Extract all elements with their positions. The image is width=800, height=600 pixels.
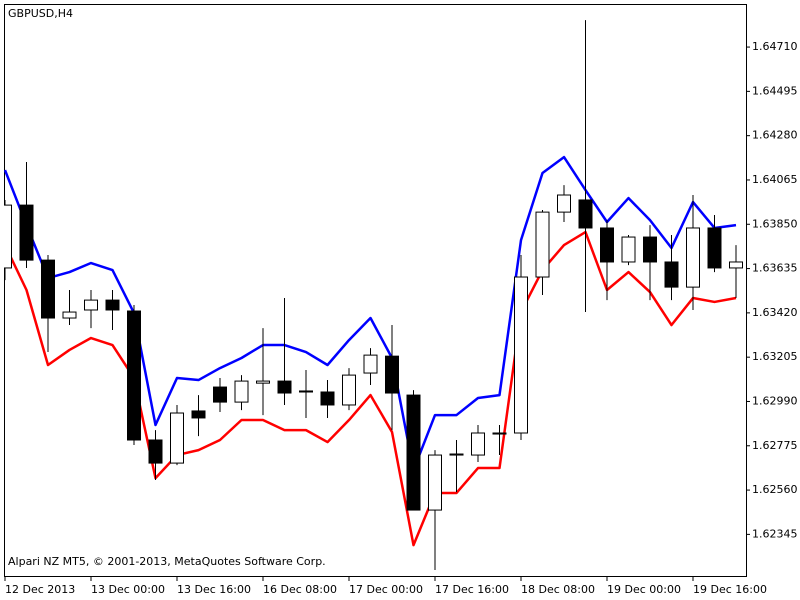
- plot-frame: [4, 4, 747, 577]
- chart-title: GBPUSD,H4: [8, 7, 73, 20]
- y-tick-label: 1.64065: [752, 173, 798, 186]
- y-tick-label: 1.64280: [752, 129, 798, 142]
- x-tick-label: 12 Dec 2013: [5, 583, 75, 596]
- candle-body: [4, 204, 12, 269]
- candle-body: [514, 276, 528, 434]
- candle-body: [277, 380, 292, 394]
- candle-body: [621, 236, 636, 263]
- candle-body: [363, 354, 378, 374]
- candle-body: [234, 380, 249, 403]
- y-tick-label: 1.63205: [752, 350, 798, 363]
- plot-area: [4, 20, 743, 571]
- y-tick-label: 1.62775: [752, 439, 798, 452]
- y-tick-label: 1.63420: [752, 306, 798, 319]
- candle-body: [299, 390, 313, 393]
- candle-body: [449, 453, 464, 456]
- candle-body: [729, 261, 743, 269]
- y-tick-label: 1.64710: [752, 40, 798, 53]
- band-line: [4, 155, 737, 472]
- x-tick-label: 19 Dec 16:00: [693, 583, 767, 596]
- candle-body: [342, 374, 356, 406]
- y-tick-label: 1.63635: [752, 262, 798, 275]
- candle-body: [600, 227, 614, 263]
- candle-body: [256, 380, 270, 384]
- candle-body: [170, 412, 184, 464]
- candle-body: [127, 310, 141, 441]
- candle-body: [213, 386, 227, 403]
- x-tick-label: 19 Dec 00:00: [607, 583, 681, 596]
- candle-body: [428, 454, 442, 511]
- annotation: Alpari NZ MT5, © 2001-2013, MetaQuotes S…: [8, 555, 326, 568]
- candle-body: [471, 432, 485, 456]
- x-tick-label: 18 Dec 08:00: [521, 583, 595, 596]
- candle-body: [41, 259, 55, 319]
- y-tick-label: 1.64495: [752, 84, 798, 97]
- candle-body: [320, 391, 335, 406]
- candle-body: [62, 311, 77, 319]
- candle-body: [385, 355, 399, 394]
- x-tick-label: 16 Dec 08:00: [263, 583, 337, 596]
- candle-body: [707, 227, 722, 269]
- candle-body: [84, 299, 98, 311]
- candle-body: [406, 394, 421, 511]
- candle-body: [148, 439, 163, 464]
- band-line: [4, 230, 737, 547]
- candle-body: [643, 236, 657, 263]
- x-tick-label: 17 Dec 00:00: [349, 583, 423, 596]
- candle-body: [191, 410, 206, 419]
- candle-body: [19, 204, 34, 261]
- y-tick-label: 1.63850: [752, 217, 798, 230]
- x-tick-label: 13 Dec 16:00: [177, 583, 251, 596]
- candle-body: [557, 194, 571, 213]
- y-tick-label: 1.62560: [752, 483, 798, 496]
- candle-body: [492, 432, 507, 435]
- y-tick-label: 1.62990: [752, 394, 798, 407]
- candle-body: [535, 211, 550, 278]
- y-tick-label: 1.62345: [752, 527, 798, 540]
- candle-body: [578, 199, 593, 229]
- candle-body: [686, 227, 700, 288]
- x-tick-label: 17 Dec 16:00: [435, 583, 509, 596]
- candle-body: [664, 261, 679, 288]
- x-tick-label: 13 Dec 00:00: [91, 583, 165, 596]
- candle-body: [105, 299, 120, 311]
